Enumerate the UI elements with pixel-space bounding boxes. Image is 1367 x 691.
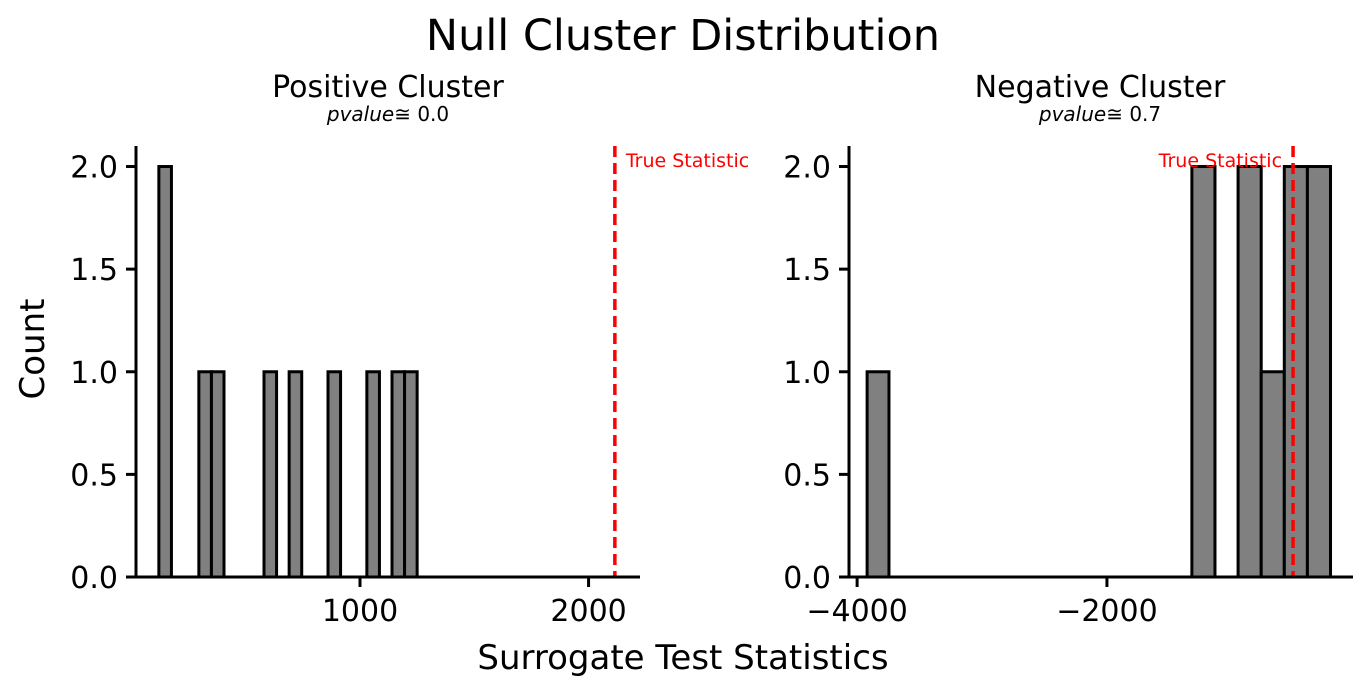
y-tick-label: 2.0 <box>70 151 118 186</box>
x-tick-label: −2000 <box>1056 594 1157 629</box>
panel-title: Negative Cluster <box>975 70 1226 105</box>
pvalue-annotation: pvalue≅ 0.7 <box>1038 102 1161 126</box>
positive-cluster-panel: Positive Cluster pvalue≅ 0.0 True Statis… <box>70 70 749 629</box>
panel-title: Positive Cluster <box>272 70 504 105</box>
histogram-bars <box>865 165 1333 579</box>
histogram-bar <box>365 370 381 579</box>
histogram-bar <box>157 165 173 579</box>
x-tick-label: 1000 <box>322 594 398 629</box>
histogram-bar <box>287 370 304 579</box>
y-tick-label: 0.5 <box>783 458 831 493</box>
y-tick-label: 1.0 <box>70 356 118 391</box>
y-tick-label: 1.5 <box>70 253 118 288</box>
y-tick-label: 0.5 <box>70 458 118 493</box>
x-axis-label: Surrogate Test Statistics <box>477 638 888 678</box>
histogram-bar <box>390 370 407 579</box>
pvalue-value: ≅ 0.7 <box>1106 102 1161 126</box>
y-tick-label: 1.5 <box>783 253 831 288</box>
histogram-bar <box>1190 165 1217 579</box>
true-statistic-marker: True Statistic <box>613 146 749 577</box>
histogram-bar <box>209 370 226 579</box>
true-statistic-label: True Statistic <box>625 150 749 172</box>
pvalue-annotation: pvalue≅ 0.0 <box>326 102 449 126</box>
axes: 0.0 0.5 1.0 1.5 2.0 1000 2000 <box>70 146 640 629</box>
pvalue-value: ≅ 0.0 <box>394 102 449 126</box>
negative-cluster-panel: Negative Cluster pvalue≅ 0.7 True Statis… <box>783 70 1353 629</box>
true-statistic-label: True Statistic <box>1158 150 1282 172</box>
true-statistic-marker: True Statistic <box>1158 146 1295 577</box>
histogram-bar <box>1236 165 1263 579</box>
axes: 0.0 0.5 1.0 1.5 2.0 −4000 −2000 <box>783 146 1353 629</box>
histogram-bar <box>865 370 891 579</box>
histogram-bar <box>326 370 343 579</box>
histogram-bar <box>197 370 213 579</box>
histogram-bar <box>262 370 279 579</box>
histogram-bar <box>1282 165 1309 579</box>
y-tick-label: 1.0 <box>783 356 831 391</box>
x-tick-label: −4000 <box>806 594 907 629</box>
y-tick-label: 0.0 <box>70 561 118 596</box>
figure-title: Null Cluster Distribution <box>426 11 940 61</box>
y-tick-label: 2.0 <box>783 151 831 186</box>
y-axis-label: Count <box>13 299 53 400</box>
histogram-bar <box>1305 165 1333 579</box>
pvalue-label: pvalue <box>326 102 394 126</box>
histogram-bar <box>1259 370 1286 579</box>
y-tick-label: 0.0 <box>783 561 831 596</box>
histogram-bar <box>403 370 419 579</box>
x-tick-label: 2000 <box>550 594 626 629</box>
pvalue-label: pvalue <box>1038 102 1106 126</box>
